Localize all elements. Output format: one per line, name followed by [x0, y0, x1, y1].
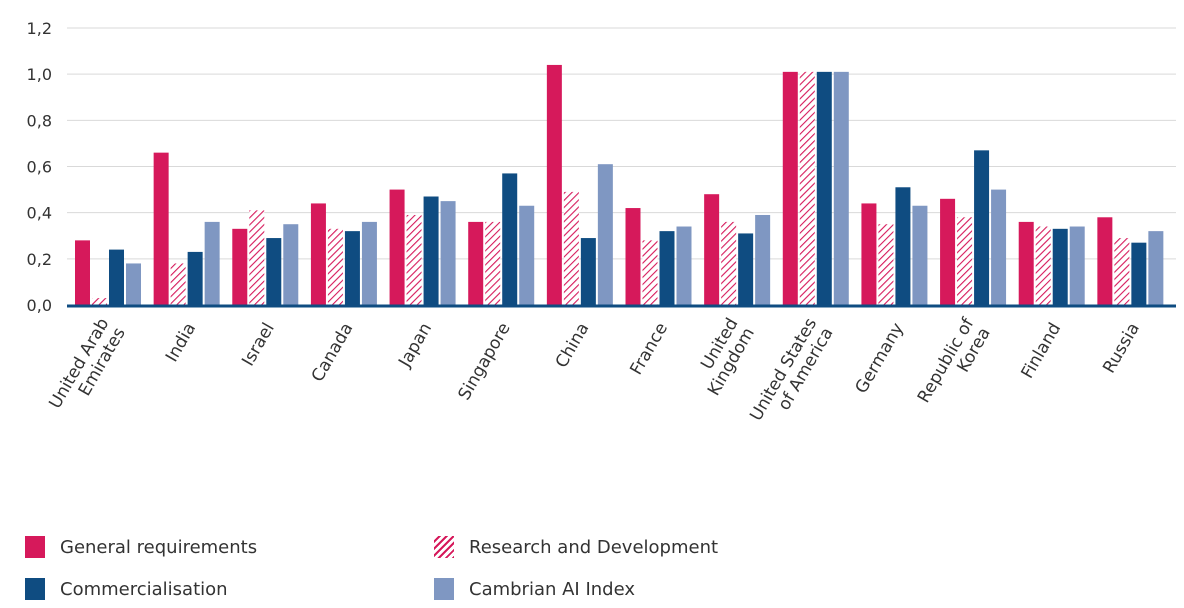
bar-research-and-development-germany [878, 224, 894, 305]
bar-research-and-development-israel [249, 210, 265, 305]
bar-commercialisation-united-arab-emirates [109, 249, 124, 305]
bar-cambrian-ai-index-finland [1069, 226, 1085, 305]
y-axis-ticks: 0,0 0,2 0,4 0,6 0,8 1,0 1,2 [27, 19, 52, 315]
bar-cambrian-ai-index-india [204, 221, 220, 305]
bar-commercialisation-india [187, 251, 203, 305]
bar-cambrian-ai-index-russia [1148, 231, 1164, 305]
bar-general-requirements-canada [310, 203, 326, 305]
x-category-label-line: Singapore [455, 320, 515, 404]
y-tick-label: 1,0 [27, 65, 52, 84]
bar-research-and-development-united-kingdom [721, 221, 737, 305]
bar-research-and-development-singapore [485, 221, 501, 305]
bar-commercialisation-singapore [502, 173, 518, 305]
bar-research-and-development-canada [327, 228, 343, 305]
gridlines [67, 27, 1176, 260]
x-category-label: Canada [308, 320, 358, 386]
bar-cambrian-ai-index-germany [912, 205, 928, 305]
bar-research-and-development-japan [406, 214, 422, 305]
bar-cambrian-ai-index-united-states-of-america [833, 71, 849, 305]
x-category-label-line: Japan [395, 320, 437, 372]
bar-commercialisation-united-kingdom [738, 233, 754, 305]
x-category-label-line: Finland [1018, 320, 1066, 383]
x-category-label-line: Russia [1099, 320, 1144, 377]
x-category-label: United Statesof America [746, 315, 837, 434]
bar-research-and-development-republic-of-korea [957, 217, 973, 305]
bar-cambrian-ai-index-france [676, 226, 692, 305]
bar-general-requirements-japan [389, 189, 405, 305]
bar-research-and-development-france [642, 240, 658, 305]
x-category-label: Japan [395, 320, 437, 372]
bar-general-requirements-singapore [468, 221, 484, 305]
bar-general-requirements-china [546, 64, 562, 305]
bar-general-requirements-israel [232, 228, 248, 305]
x-category-label-line: Israel [238, 320, 279, 370]
x-category-label-line: China [552, 320, 594, 372]
bar-research-and-development-russia [1114, 238, 1130, 305]
bar-research-and-development-united-arab-emirates [92, 298, 107, 305]
bar-general-requirements-united-kingdom [704, 194, 720, 305]
x-category-label-line: Canada [308, 320, 358, 386]
bar-research-and-development-china [563, 191, 579, 305]
bar-cambrian-ai-index-canada [361, 221, 377, 305]
bar-commercialisation-finland [1052, 228, 1068, 305]
bar-general-requirements-united-states-of-america [782, 71, 798, 305]
bar-general-requirements-republic-of-korea [940, 198, 956, 305]
bar-research-and-development-india [170, 263, 186, 305]
bar-commercialisation-canada [344, 231, 360, 305]
bar-cambrian-ai-index-united-arab-emirates [126, 263, 141, 305]
bar-commercialisation-japan [423, 196, 439, 305]
x-category-label-line: India [162, 320, 200, 366]
x-category-label: Finland [1018, 320, 1066, 383]
bar-cambrian-ai-index-united-kingdom [755, 214, 771, 305]
bar-general-requirements-russia [1097, 217, 1113, 305]
x-category-label: Republic ofKorea [914, 314, 996, 416]
x-category-label-line: Germany [852, 320, 908, 398]
bar-cambrian-ai-index-china [597, 164, 613, 305]
x-category-label: Israel [238, 320, 279, 370]
y-tick-label: 0,2 [27, 250, 52, 269]
y-tick-label: 1,2 [27, 19, 52, 38]
x-category-label: China [552, 320, 594, 372]
bar-commercialisation-germany [895, 187, 911, 305]
x-category-label: UnitedKingdom [688, 315, 759, 400]
y-tick-label: 0,6 [27, 158, 52, 177]
x-axis-labels: United ArabEmirates India Israel Canada Japa… [45, 314, 1144, 434]
bar-general-requirements-finland [1018, 221, 1034, 305]
x-category-label: Germany [852, 320, 908, 398]
bars [75, 64, 1164, 305]
x-category-label: India [162, 320, 200, 366]
bar-general-requirements-germany [861, 203, 877, 305]
x-category-label: United ArabEmirates [45, 315, 129, 422]
bar-cambrian-ai-index-republic-of-korea [991, 189, 1007, 305]
bar-commercialisation-republic-of-korea [974, 150, 990, 305]
bar-research-and-development-finland [1035, 226, 1051, 305]
bar-cambrian-ai-index-japan [440, 201, 456, 305]
bar-research-and-development-united-states-of-america [799, 71, 815, 305]
bar-commercialisation-united-states-of-america [816, 71, 832, 305]
x-category-label: Russia [1099, 320, 1144, 377]
bar-commercialisation-russia [1131, 242, 1147, 305]
bar-general-requirements-united-arab-emirates [75, 240, 90, 305]
bar-cambrian-ai-index-singapore [519, 205, 535, 305]
bar-commercialisation-israel [266, 238, 282, 305]
bar-general-requirements-india [153, 152, 169, 305]
bar-cambrian-ai-index-israel [283, 224, 299, 305]
y-tick-label: 0,4 [27, 204, 52, 223]
x-category-label-line: France [626, 320, 672, 379]
x-category-label: France [626, 320, 672, 379]
y-tick-label: 0,0 [27, 296, 52, 315]
bar-commercialisation-china [580, 238, 596, 305]
bar-general-requirements-france [625, 208, 641, 305]
y-tick-label: 0,8 [27, 111, 52, 130]
bar-commercialisation-france [659, 231, 675, 305]
x-category-label: Singapore [455, 320, 515, 404]
